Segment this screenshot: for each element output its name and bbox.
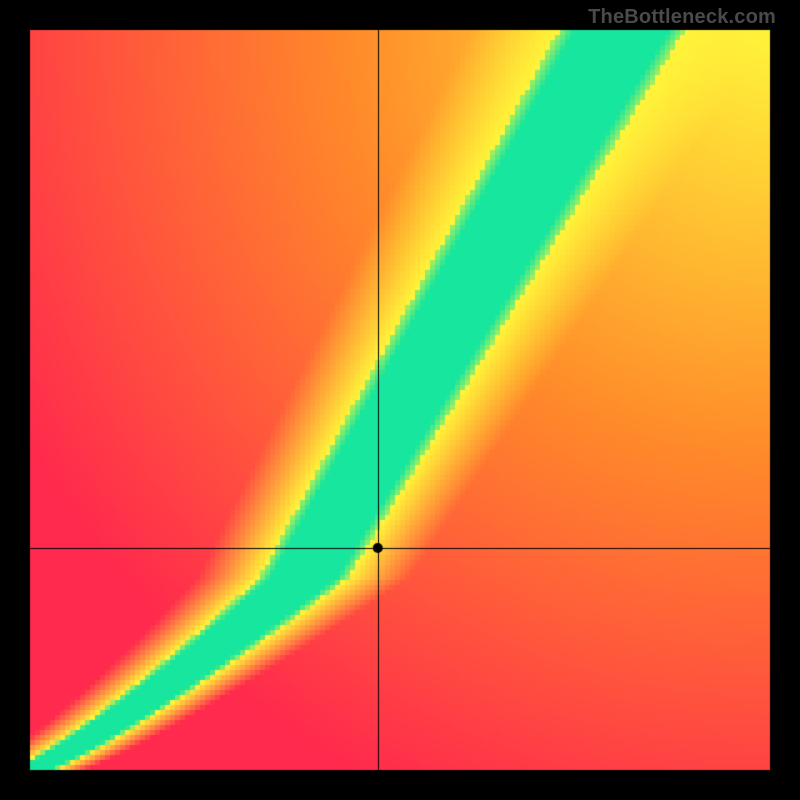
watermark-text: TheBottleneck.com [588,6,776,29]
chart-container: TheBottleneck.com [0,0,800,800]
bottleneck-heatmap [0,0,800,800]
